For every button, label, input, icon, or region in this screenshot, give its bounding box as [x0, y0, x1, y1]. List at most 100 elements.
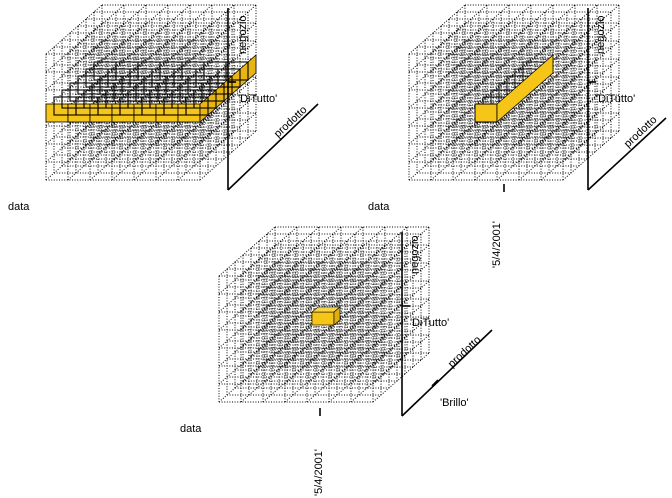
selected-cell-front — [311, 311, 335, 326]
grid-line — [452, 4, 510, 55]
grid-line — [372, 262, 430, 313]
grid-line — [262, 298, 320, 349]
grid-line — [284, 262, 342, 313]
slice-outline-cell — [217, 68, 241, 88]
grid-line — [452, 58, 510, 109]
grid-line — [540, 58, 598, 109]
grid-line — [562, 76, 620, 127]
cube-grid — [218, 226, 430, 403]
grid-line — [430, 40, 488, 91]
grid-line — [45, 22, 103, 73]
slice-cell — [155, 103, 179, 123]
grid-line — [540, 76, 598, 127]
grid-line — [218, 262, 276, 313]
grid-line — [262, 226, 320, 277]
slice-outline-cell — [203, 61, 227, 81]
axis-label-prodotto: prodotto — [272, 104, 310, 140]
grid-line — [89, 40, 147, 91]
grid-line — [177, 94, 235, 145]
grid-line — [474, 112, 532, 163]
grid-line — [306, 226, 364, 277]
grid-line — [111, 22, 169, 73]
grid-line — [328, 298, 386, 349]
grid-line — [518, 76, 576, 127]
grid-line — [372, 280, 430, 331]
grid-line — [496, 130, 554, 181]
grid-line — [350, 280, 408, 331]
grid-line — [496, 112, 554, 163]
grid-line — [408, 22, 466, 73]
value-label-negozio: 'DiTutto' — [238, 93, 277, 105]
axes — [227, 8, 319, 191]
grid-line — [518, 130, 576, 181]
grid-line — [89, 22, 147, 73]
grid-line — [240, 298, 298, 349]
grid-line — [350, 352, 408, 403]
grid-line — [430, 22, 488, 73]
grid-line — [540, 4, 598, 55]
slice-outline-cell — [193, 89, 217, 109]
grid-line — [372, 316, 430, 367]
grid-line — [328, 334, 386, 385]
grid-line — [518, 4, 576, 55]
grid-line — [452, 130, 510, 181]
highlighted-column — [474, 54, 554, 123]
grid-line — [45, 4, 103, 55]
grid-line — [474, 40, 532, 91]
grid-line — [430, 94, 488, 145]
grid-line — [350, 298, 408, 349]
slice-outline-cell — [187, 75, 211, 95]
cube-diagram-slice: data negozio prodotto 'DiTutto' — [8, 4, 319, 213]
grid-line — [350, 262, 408, 313]
grid-line — [350, 226, 408, 277]
grid-line — [562, 94, 620, 145]
grid-line — [474, 130, 532, 181]
grid-line — [45, 112, 103, 163]
value-label-prodotto: 'Brillo' — [440, 397, 469, 409]
grid-line — [408, 40, 466, 91]
grid-line — [350, 334, 408, 385]
grid-line — [155, 112, 213, 163]
grid-line — [306, 334, 364, 385]
grid-line — [284, 244, 342, 295]
grid-line — [430, 4, 488, 55]
grid-line — [408, 4, 466, 55]
grid-line — [306, 244, 364, 295]
axis-label-data: data — [180, 423, 202, 435]
grid-line — [562, 130, 620, 181]
column-side-face — [496, 54, 554, 123]
grid-line — [262, 352, 320, 403]
grid-line — [218, 334, 276, 385]
grid-line — [67, 22, 125, 73]
grid-line — [218, 226, 276, 277]
grid-line — [89, 112, 147, 163]
value-label-data: '5/4/2001' — [491, 221, 503, 268]
grid-line — [306, 352, 364, 403]
grid-line — [474, 94, 532, 145]
grid-line — [67, 4, 125, 55]
grid-line — [177, 112, 235, 163]
grid-line — [67, 40, 125, 91]
highlighted-cell — [311, 306, 341, 326]
grid-line — [518, 94, 576, 145]
grid-line — [518, 22, 576, 73]
slice-outline-cell — [143, 75, 167, 95]
grid-line — [89, 130, 147, 181]
grid-line — [328, 226, 386, 277]
slice-cell — [45, 103, 69, 123]
grid-line — [540, 112, 598, 163]
grid-line — [262, 334, 320, 385]
slice-outline-cell — [225, 61, 249, 81]
grid-line — [562, 58, 620, 109]
grid-line — [240, 226, 298, 277]
grid-line — [306, 280, 364, 331]
grid-line — [430, 112, 488, 163]
grid-line — [372, 334, 430, 385]
axis-label-negozio: negozio — [595, 15, 607, 54]
grid-line — [474, 22, 532, 73]
grid-line — [430, 58, 488, 109]
grid-line — [540, 130, 598, 181]
grid-line — [177, 22, 235, 73]
grid-line — [111, 130, 169, 181]
